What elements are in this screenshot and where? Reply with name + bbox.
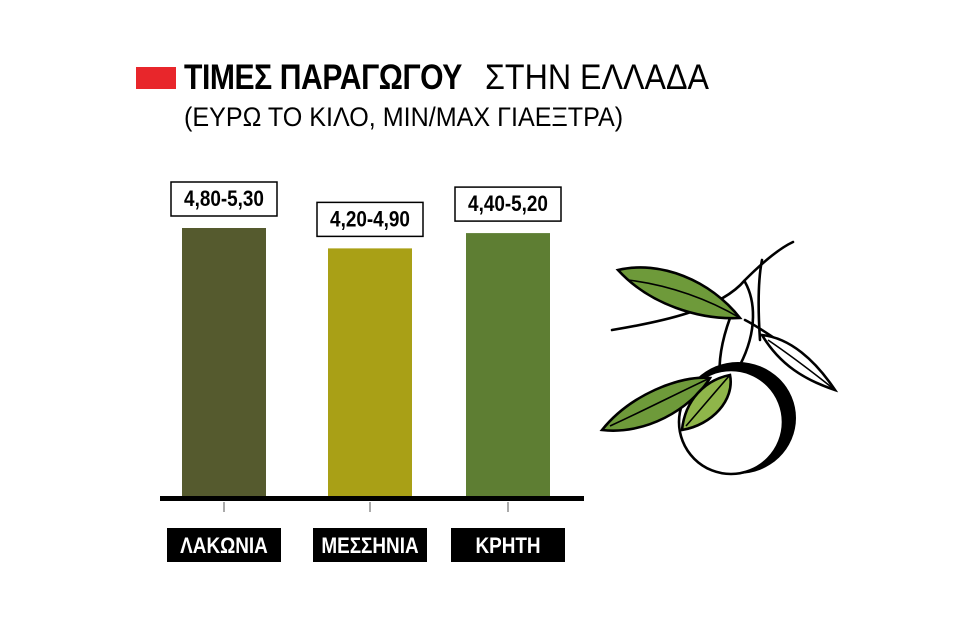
data-label-box-3 xyxy=(454,186,562,222)
title-accent-marker xyxy=(136,67,176,89)
title-light-text: ΣΤΗΝ ΕΛΛΑΔΑ xyxy=(485,58,710,97)
bar-3 xyxy=(466,233,550,498)
bar-1 xyxy=(182,228,266,498)
category-label-bg-2 xyxy=(313,528,427,562)
data-label-box-2 xyxy=(316,201,424,238)
category-label-bg-1 xyxy=(167,528,281,562)
category-label-2: ΜΕΣΣΗΝΙΑ xyxy=(321,534,418,559)
data-label-2: 4,20-4,90 xyxy=(330,207,410,232)
bar-2 xyxy=(328,248,412,498)
data-label-1: 4,80-5,30 xyxy=(184,187,264,212)
title-bold-text: ΤΙΜΕΣ ΠΑΡΑΓΩΓΟΥ xyxy=(184,58,462,97)
data-label-box-1 xyxy=(170,181,278,217)
data-label-3: 4,40-5,20 xyxy=(468,192,548,217)
category-label-3: ΚΡΗΤΗ xyxy=(475,534,540,559)
chart-subtitle: (ΕΥΡΩ ΤΟ ΚΙΛΟ, MIN/MAX ΓΙΑΕΞΤΡΑ) xyxy=(184,102,624,132)
category-label-bg-3 xyxy=(451,528,565,562)
olive-branch-icon xyxy=(599,240,839,476)
x-axis-line xyxy=(160,496,584,501)
category-label-1: ΛΑΚΩΝΙΑ xyxy=(180,534,268,559)
chart-title: ΤΙΜΕΣ ΠΑΡΑΓΩΓΟΥ ΣΤΗΝ ΕΛΛΑΔΑ xyxy=(136,58,729,98)
